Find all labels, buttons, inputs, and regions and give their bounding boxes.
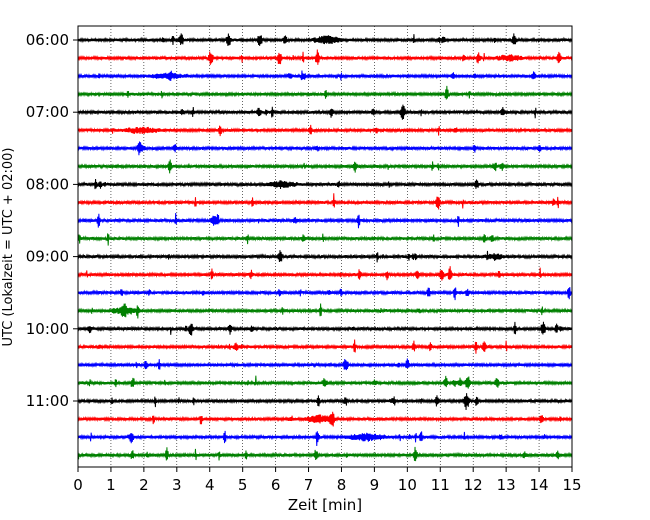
x-tick-label: 10	[398, 476, 417, 494]
x-tick-label: 11	[431, 476, 450, 494]
trace-1015	[77, 339, 573, 354]
plot-frame	[77, 25, 573, 468]
y-axis: 06:00 07:00 08:00 09:00 10:00 11:00	[26, 31, 78, 410]
x-tick-label: 4	[205, 476, 215, 494]
trace-0600	[77, 33, 573, 46]
trace-0945	[77, 303, 573, 319]
trace-0830	[77, 213, 573, 229]
trace-0930	[77, 286, 573, 301]
y-tick-label: 11:00	[26, 392, 69, 410]
y-tick-label: 07:00	[26, 103, 69, 121]
x-tick-label: 1	[106, 476, 116, 494]
trace-0745	[77, 159, 573, 174]
trace-0815	[77, 193, 573, 210]
trace-0700	[77, 104, 573, 120]
x-tick-label: 8	[337, 476, 347, 494]
y-axis-label: UTC (Lokalzeit = UTC + 02:00)	[1, 148, 16, 347]
trace-1115	[77, 411, 573, 427]
x-tick-label: 14	[530, 476, 549, 494]
x-tick-label: 2	[139, 476, 149, 494]
trace-group	[77, 33, 573, 462]
x-tick-label: 7	[304, 476, 314, 494]
x-tick-label: 3	[172, 476, 182, 494]
trace-1145	[77, 446, 573, 462]
trace-0715	[77, 124, 573, 137]
trace-0630	[77, 70, 573, 81]
x-axis: 0 1 2 3 4 5 6 7 8 9 10 11 12 13 14 15	[73, 467, 582, 494]
y-tick-label: 06:00	[26, 31, 69, 49]
trace-0615	[77, 49, 573, 65]
trace-0730	[77, 141, 573, 156]
trace-0915	[77, 266, 573, 281]
y-tick-label: 09:00	[26, 248, 69, 266]
y-tick-label: 08:00	[26, 175, 69, 193]
x-tick-label: 5	[238, 476, 248, 494]
trace-0800	[77, 179, 573, 190]
trace-1000	[77, 321, 573, 336]
trace-0645	[77, 85, 573, 100]
trace-0900	[77, 250, 573, 263]
trace-1030	[77, 358, 573, 371]
x-tick-label: 12	[464, 476, 483, 494]
x-tick-label: 6	[271, 476, 281, 494]
x-tick-label: 13	[497, 476, 516, 494]
x-tick-label: 15	[562, 476, 581, 494]
trace-0845	[77, 233, 573, 246]
x-tick-label: 0	[73, 476, 83, 494]
y-tick-label: 10:00	[26, 320, 69, 338]
x-axis-label: Zeit [min]	[288, 496, 362, 514]
trace-1130	[77, 430, 573, 447]
x-tick-label: 9	[370, 476, 380, 494]
trace-1100	[77, 393, 573, 410]
trace-1045	[77, 375, 573, 389]
